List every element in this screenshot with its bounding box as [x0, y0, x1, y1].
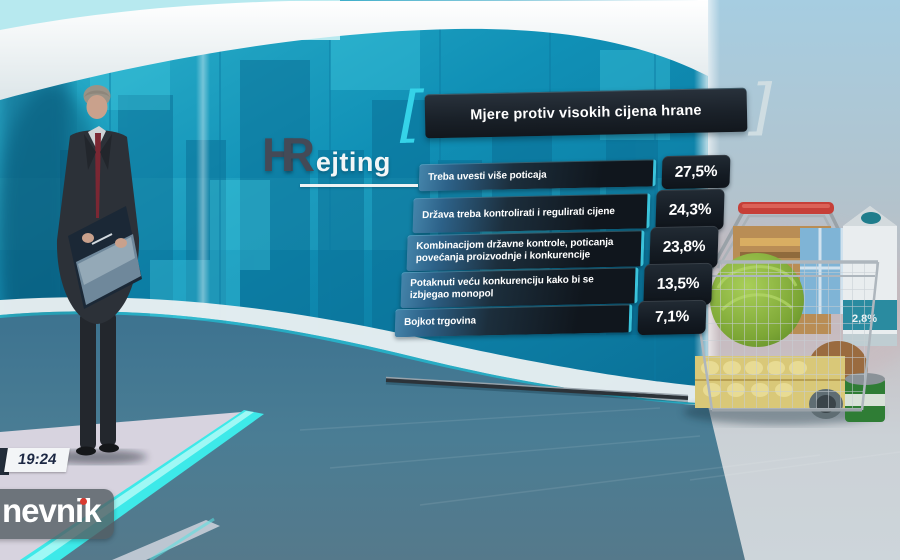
chart-title-panel: Mjere protiv visokih cijena hrane [399, 81, 773, 143]
survey-row-label: Kombinacijom državne kontrole, poticanja… [406, 230, 645, 272]
dnevnik-red-dot-icon [80, 498, 87, 505]
dnevnik-logo: nevnik [0, 489, 114, 539]
clock: 19:24 [4, 448, 71, 472]
survey-row: Treba uvesti više poticaja 27,5% [418, 154, 731, 192]
hrejting-logo: H R ejting [262, 131, 391, 178]
hrejting-monogram-h: H [262, 128, 296, 181]
survey-row-value: 7,1% [637, 299, 707, 336]
hrejting-suffix: ejting [315, 147, 391, 177]
survey-row-value: 27,5% [661, 154, 731, 190]
survey-row-label: Bojkot trgovina [394, 304, 633, 338]
survey-row-value: 24,3% [655, 188, 725, 232]
survey-row: Bojkot trgovina 7,1% [394, 299, 707, 338]
survey-row-label: Država treba kontrolirati i regulirati c… [412, 193, 651, 234]
survey-row-label: Treba uvesti više poticaja [418, 159, 657, 192]
clock-edge-accent [0, 448, 9, 475]
survey-row-label: Potaknuti veću konkurenciju kako bi se i… [400, 267, 639, 309]
floor-rail [385, 376, 689, 403]
shopping-basket: 2,8% [683, 202, 897, 425]
ceiling-band [0, 0, 708, 100]
presenter [47, 85, 147, 464]
hrejting-monogram-r: R [280, 128, 315, 181]
chart-title: Mjere protiv visokih cijena hrane [470, 102, 702, 124]
presenter-folder [68, 206, 142, 309]
hrejting-underline [300, 184, 418, 187]
